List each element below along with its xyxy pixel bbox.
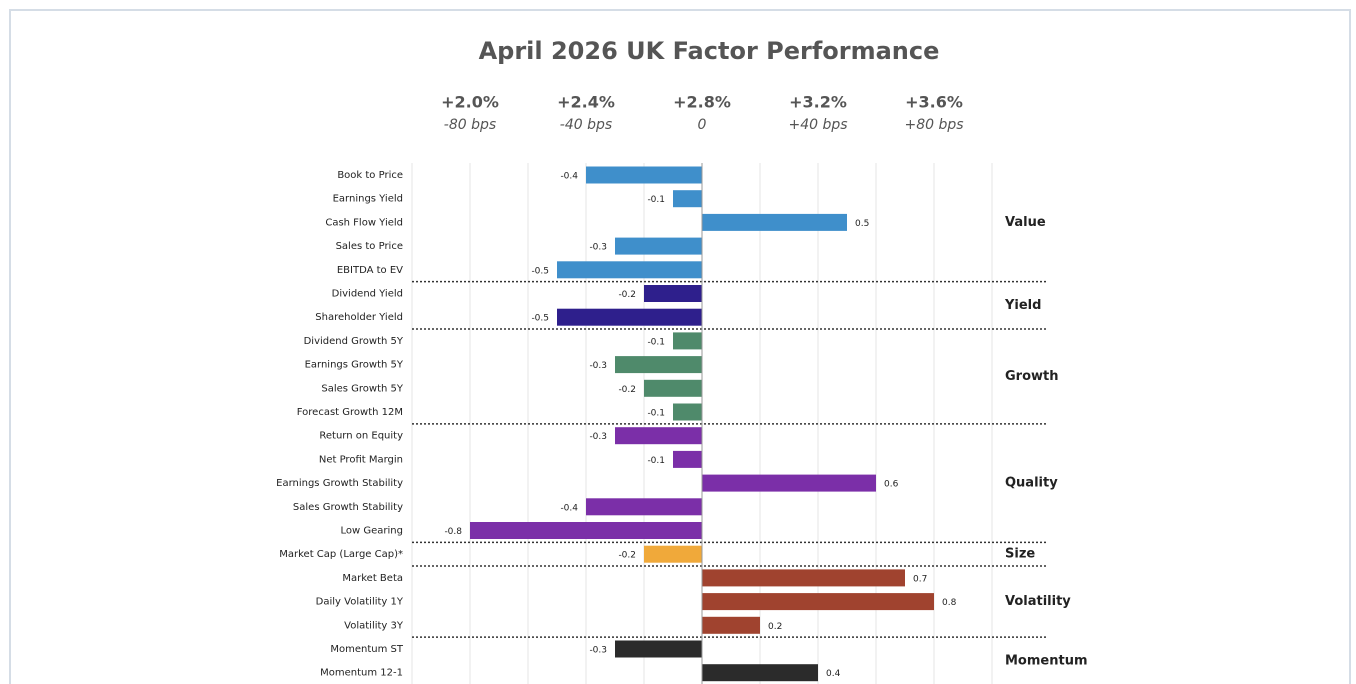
value-label: -0.5 — [531, 314, 549, 324]
category-label: Dividend Yield — [332, 289, 403, 300]
bar — [702, 474, 876, 492]
category-label: Return on Equity — [319, 431, 403, 442]
bar — [673, 190, 702, 208]
category-label: Daily Volatility 1Y — [316, 597, 404, 608]
x-tick-label: 0 — [698, 117, 707, 133]
value-label: -0.2 — [618, 290, 636, 300]
group-label: Yield — [1004, 298, 1041, 313]
category-label: Momentum ST — [330, 644, 404, 655]
bar — [615, 237, 702, 255]
value-label: 0.2 — [768, 622, 782, 632]
group-label: Momentum — [1005, 653, 1088, 668]
value-label: -0.1 — [647, 337, 665, 347]
bar — [615, 640, 702, 658]
value-label: 0.5 — [855, 219, 869, 229]
category-label: Book to Price — [337, 170, 403, 181]
category-label: Forecast Growth 12M — [297, 407, 403, 418]
category-label: Sales to Price — [336, 241, 403, 252]
value-label: -0.4 — [560, 503, 578, 513]
category-label: Market Beta — [342, 573, 403, 584]
value-label: 0.7 — [913, 574, 927, 584]
x-tick-level: +2.0% — [441, 93, 499, 112]
value-label: -0.2 — [618, 551, 636, 561]
group-label: Size — [1005, 547, 1035, 562]
x-tick-label: -80 bps — [444, 117, 496, 133]
category-label: Sales Growth 5Y — [321, 383, 404, 394]
bar — [702, 213, 847, 231]
category-label: Volatility 3Y — [344, 620, 404, 631]
x-tick-label: +40 bps — [788, 117, 847, 133]
bar — [702, 664, 818, 682]
value-label: -0.1 — [647, 409, 665, 419]
category-label: Market Cap (Large Cap)* — [279, 549, 403, 560]
bar — [615, 427, 702, 445]
bar — [615, 356, 702, 374]
value-label: -0.4 — [560, 172, 578, 182]
bar — [557, 308, 702, 326]
category-label: Cash Flow Yield — [325, 217, 403, 228]
bar — [644, 545, 702, 563]
value-label: -0.8 — [444, 527, 462, 537]
category-label: Sales Growth Stability — [293, 502, 403, 513]
group-label: Growth — [1005, 369, 1059, 384]
group-label: Volatility — [1005, 594, 1071, 609]
value-label: -0.1 — [647, 195, 665, 205]
x-tick-level: +2.8% — [673, 93, 731, 112]
category-label: Net Profit Margin — [319, 454, 403, 465]
value-label: 0.4 — [826, 669, 841, 679]
chart-title: April 2026 UK Factor Performance — [479, 37, 940, 65]
bar — [673, 403, 702, 421]
value-label: 0.6 — [884, 480, 899, 490]
x-tick-level: +2.4% — [557, 93, 615, 112]
category-label: Earnings Growth Stability — [276, 478, 403, 489]
bar — [644, 379, 702, 397]
bar — [586, 166, 702, 184]
category-label: Dividend Growth 5Y — [304, 336, 404, 347]
bar — [644, 285, 702, 302]
group-label: Quality — [1005, 476, 1058, 491]
bar — [673, 332, 702, 350]
bar — [557, 261, 702, 279]
category-label: Momentum 12-1 — [320, 668, 403, 679]
bar — [702, 616, 760, 634]
bar — [470, 522, 702, 539]
category-label: Earnings Yield — [333, 194, 403, 205]
x-tick-level: +3.2% — [789, 93, 847, 112]
value-label: -0.3 — [589, 243, 607, 253]
category-label: Earnings Growth 5Y — [305, 360, 404, 371]
category-label: Shareholder Yield — [315, 312, 403, 323]
x-tick-label: -40 bps — [560, 117, 612, 133]
category-label: Low Gearing — [341, 526, 403, 537]
value-label: -0.3 — [589, 646, 607, 656]
group-label: Value — [1005, 215, 1046, 230]
bar — [702, 569, 905, 587]
bar — [673, 450, 702, 468]
category-label: EBITDA to EV — [337, 265, 403, 276]
bar — [586, 498, 702, 516]
value-label: -0.3 — [589, 432, 607, 442]
value-label: -0.2 — [618, 385, 636, 395]
value-label: 0.8 — [942, 598, 957, 608]
x-tick-label: +80 bps — [904, 117, 963, 133]
value-label: -0.5 — [531, 266, 549, 276]
value-label: -0.3 — [589, 361, 607, 371]
value-label: -0.1 — [647, 456, 665, 466]
bar — [702, 593, 934, 611]
x-tick-level: +3.6% — [905, 93, 963, 112]
